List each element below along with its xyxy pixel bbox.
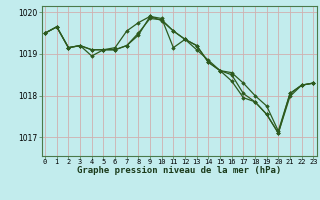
X-axis label: Graphe pression niveau de la mer (hPa): Graphe pression niveau de la mer (hPa) xyxy=(77,166,281,175)
